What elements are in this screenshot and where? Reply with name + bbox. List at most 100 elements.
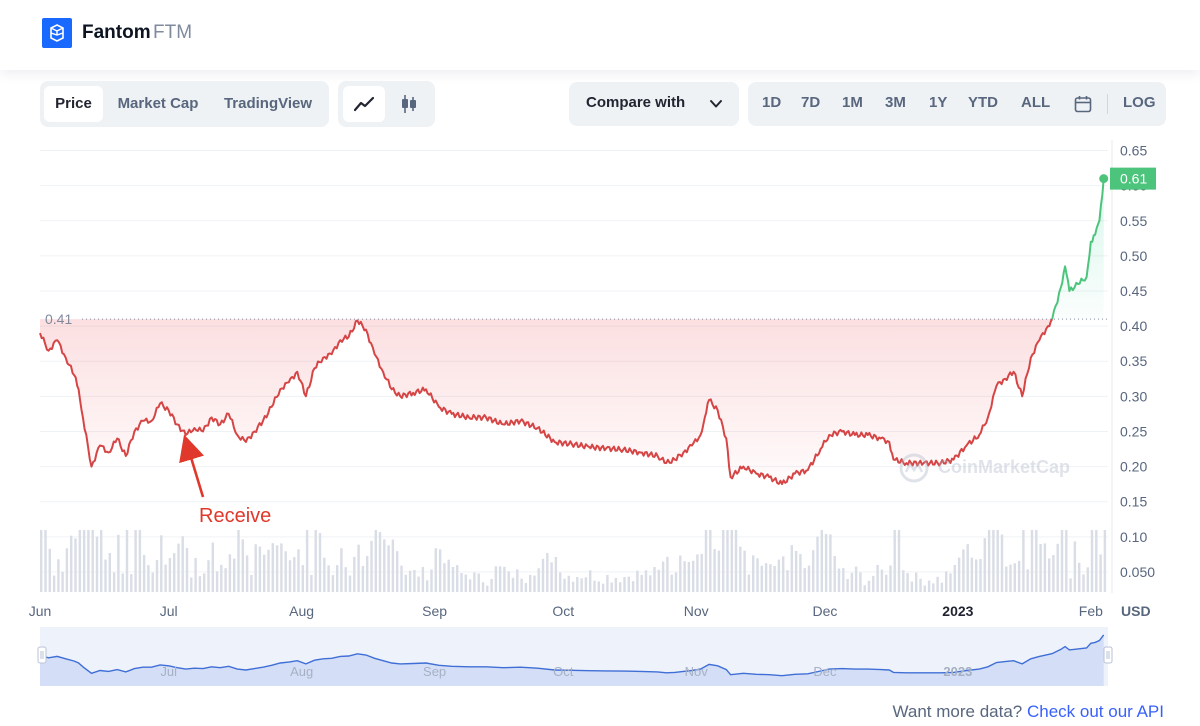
volume-bar <box>353 556 356 592</box>
volume-bar <box>889 565 892 592</box>
volume-bar <box>134 530 137 592</box>
x-tick-label: Dec <box>812 603 837 619</box>
y-tick-label: 0.65 <box>1120 143 1147 159</box>
volume-bar <box>408 570 412 592</box>
tab-price[interactable]: Price <box>44 86 103 122</box>
volume-bar <box>370 540 373 592</box>
volume-bar <box>777 559 781 592</box>
range-1y-button[interactable]: 1Y <box>929 94 948 111</box>
volume-bar <box>987 530 991 592</box>
volume-bar <box>1060 530 1064 592</box>
volume-bar <box>48 548 51 592</box>
range-all-button[interactable]: ALL <box>1021 94 1051 111</box>
volume-bar <box>233 558 236 592</box>
volume-bar <box>65 548 69 592</box>
volume-bar <box>366 555 369 592</box>
volume-bar <box>550 562 553 592</box>
volume-bar <box>173 553 176 592</box>
volume-bar <box>194 557 197 592</box>
navigator-line <box>39 634 1105 677</box>
api-link[interactable]: Check out our API <box>1026 702 1164 721</box>
volume-bar <box>112 572 116 592</box>
volume-bar <box>1078 562 1081 592</box>
volume-bar <box>769 564 772 592</box>
volume-bar <box>258 546 262 592</box>
volume-bar <box>396 551 399 592</box>
volume-bar <box>734 530 738 592</box>
volume-bar <box>468 579 472 592</box>
compare-dropdown[interactable]: Compare with <box>569 82 739 126</box>
volume-bar <box>1086 567 1089 592</box>
volume-bar <box>1082 574 1085 592</box>
volume-bar <box>636 570 639 592</box>
volume-bar <box>293 557 296 592</box>
volume-bar <box>78 530 81 592</box>
reference-price-label: 0.41 <box>45 311 72 327</box>
y-tick-label: 0.25 <box>1120 423 1147 439</box>
tab-market-cap[interactable]: Market Cap <box>117 95 199 112</box>
volume-bar <box>473 572 476 592</box>
volume-bar <box>404 574 407 592</box>
volume-bar <box>524 583 528 592</box>
volume-bar <box>820 530 823 592</box>
volume-bar <box>228 554 232 592</box>
volume-bar <box>413 570 416 592</box>
calendar-icon[interactable] <box>1074 95 1092 113</box>
range-3m-button[interactable]: 3M <box>885 94 906 111</box>
volume-bar <box>614 578 618 592</box>
range-1m-button[interactable]: 1M <box>842 94 863 111</box>
volume-bar <box>559 572 562 592</box>
x-tick-label: Jun <box>29 603 52 619</box>
volume-bar <box>1017 560 1021 592</box>
tab-tradingview[interactable]: TradingView <box>223 95 313 112</box>
volume-bar <box>297 549 300 592</box>
volume-bar <box>627 576 630 592</box>
candlestick-button[interactable] <box>388 86 430 122</box>
range-navigator[interactable]: Jul Aug Sep Oct Nov Dec 2023 <box>37 627 1113 686</box>
annotation-arrow <box>179 434 205 498</box>
compare-label: Compare with <box>586 94 686 111</box>
y-tick-label: 0.40 <box>1120 318 1147 334</box>
volume-bar <box>915 572 918 592</box>
line-chart-button[interactable] <box>343 86 385 122</box>
log-scale-toggle[interactable]: LOG <box>1123 94 1156 111</box>
price-series-line <box>1051 178 1105 320</box>
volume-bar <box>70 535 73 592</box>
range-ytd-button[interactable]: YTD <box>968 94 998 111</box>
navigator-tick-label: Nov <box>685 664 709 679</box>
volume-bar <box>653 567 656 592</box>
navigator-handle[interactable] <box>1103 646 1113 664</box>
range-7d-button[interactable]: 7D <box>801 94 821 111</box>
volume-bar <box>803 568 806 592</box>
navigator-handle[interactable] <box>37 646 47 664</box>
volume-bar <box>786 570 789 592</box>
volume-bar <box>709 530 712 592</box>
volume-bar <box>348 575 352 592</box>
volume-bar <box>108 553 111 592</box>
volume-bar <box>640 575 643 592</box>
volume-bar <box>305 530 309 592</box>
volume-bar <box>378 532 382 592</box>
volume-bar <box>314 530 317 592</box>
volume-bar <box>1056 543 1059 592</box>
volume-bar <box>224 568 227 592</box>
volume-bar <box>696 554 699 592</box>
y-tick-label: 0.50 <box>1120 248 1147 264</box>
y-tick-label: 0.35 <box>1120 353 1147 369</box>
volume-bar <box>374 530 377 592</box>
price-chart[interactable]: 0.41 0.650.600.550.500.450.400.350.300.2… <box>0 0 1200 700</box>
volume-bar <box>876 565 879 592</box>
volume-bar <box>872 575 875 592</box>
volume-bar <box>945 571 948 592</box>
volume-bar <box>992 530 995 592</box>
volume-bar <box>683 561 686 592</box>
range-1d-button[interactable]: 1D <box>762 94 782 111</box>
volume-bar <box>417 576 420 592</box>
volume-bar <box>447 559 450 592</box>
volume-bar <box>451 567 455 592</box>
volume-bar <box>481 582 485 592</box>
volume-bar <box>563 578 566 592</box>
volume-bar <box>130 574 133 592</box>
volume-bar <box>1069 578 1072 592</box>
x-tick-label: Feb <box>1079 603 1103 619</box>
